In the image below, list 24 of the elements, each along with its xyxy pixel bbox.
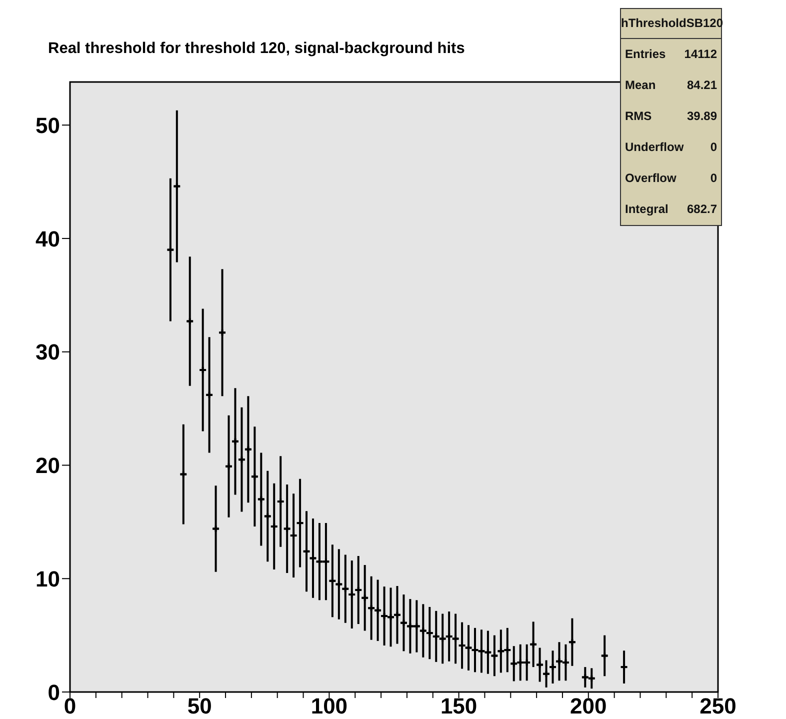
x-tick-label: 150	[440, 694, 478, 719]
text: Entries	[625, 47, 666, 62]
annotation: 0	[710, 140, 717, 155]
y-tick-label: 50	[36, 112, 60, 138]
y-tick-label: 30	[36, 340, 60, 365]
text: 14112	[684, 47, 717, 62]
annotation: Underflow	[625, 140, 684, 155]
annotation: 682.7	[686, 202, 717, 217]
y-tick-label: 10	[36, 566, 60, 592]
x-tick-label: 250	[700, 694, 736, 719]
annotation: Mean	[625, 78, 656, 93]
annotation: Integral	[625, 202, 668, 217]
annotation: 39.89	[686, 109, 717, 124]
x-tick-label: 0	[64, 694, 76, 719]
x-tick-label: 100	[310, 694, 348, 719]
annotation: RMS	[625, 109, 652, 124]
x-tick-label: 200	[570, 694, 607, 719]
y-tick-label: 20	[36, 453, 60, 478]
x-tick-label: 50	[187, 694, 212, 719]
chart-title: Real threshold for threshold 120, signal-background hits	[48, 40, 465, 58]
annotation: 84.21	[686, 78, 717, 93]
annotation: Overflow	[625, 171, 676, 186]
annotation: 0	[710, 171, 717, 186]
y-tick-label: 40	[36, 226, 60, 252]
